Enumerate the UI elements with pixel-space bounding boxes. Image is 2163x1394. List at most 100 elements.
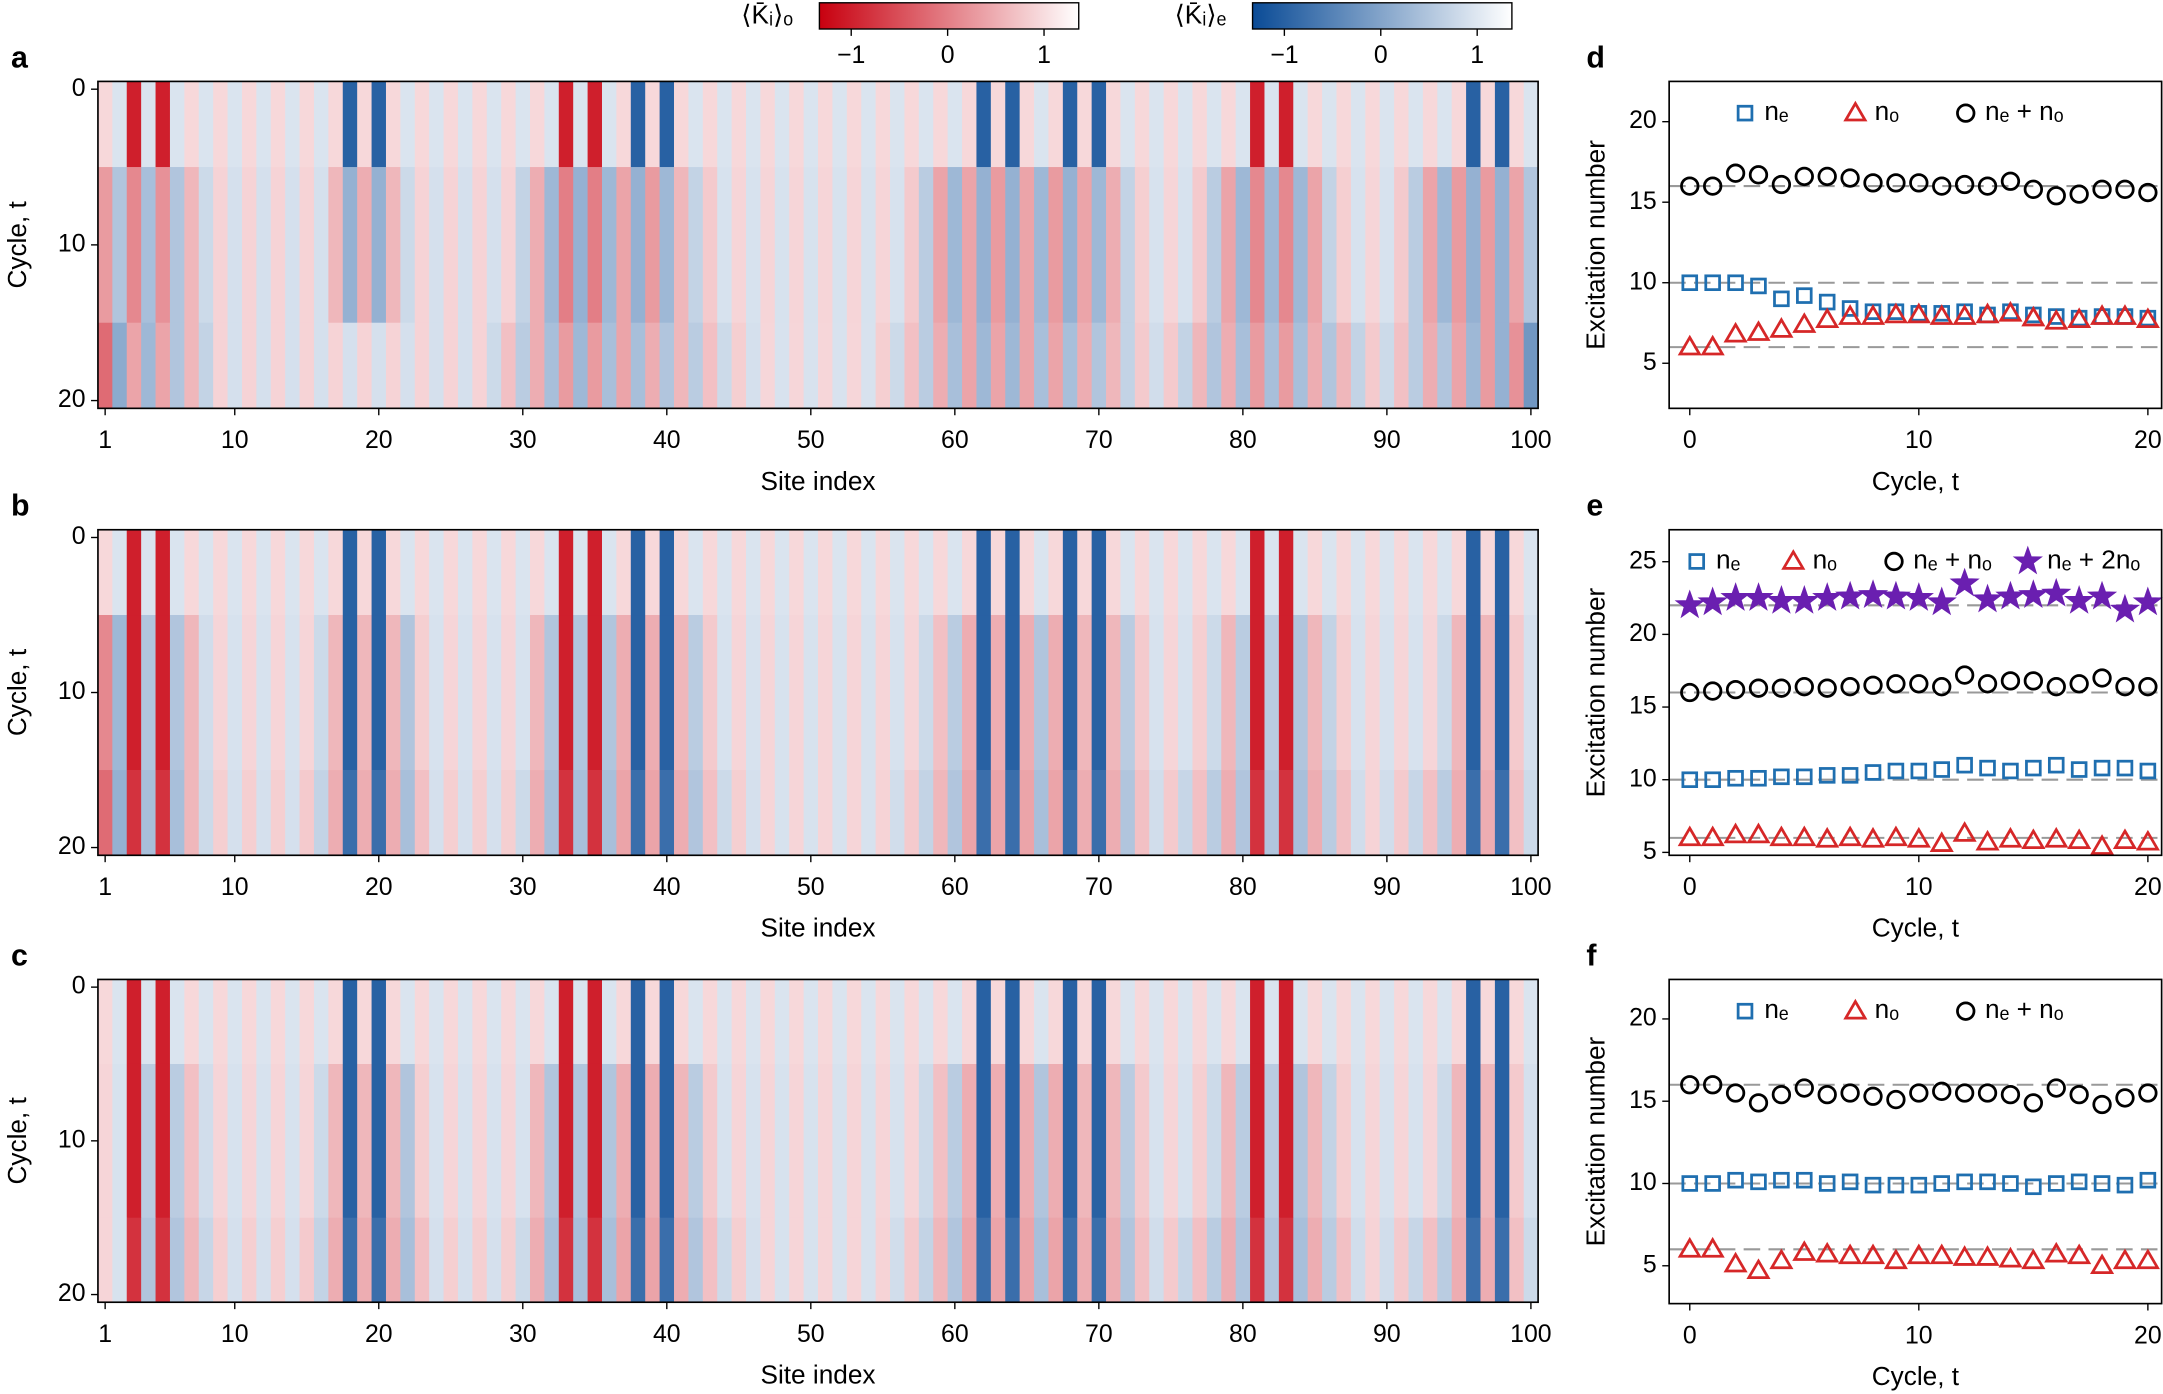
marker-star xyxy=(1972,583,2003,613)
heat-cell xyxy=(1394,979,1409,1065)
heat-cell xyxy=(846,770,862,856)
heat-cell xyxy=(674,615,689,771)
heat-cell xyxy=(1192,322,1208,409)
heat-cell xyxy=(1250,167,1265,324)
heat-cell xyxy=(803,167,819,324)
y-tick-label: 0 xyxy=(72,75,86,102)
heat-cell xyxy=(890,322,905,409)
heat-cell xyxy=(544,81,560,168)
heat-cell xyxy=(587,529,603,616)
heat-cell xyxy=(1163,529,1179,616)
heat-cell xyxy=(1178,167,1193,324)
heat-cell xyxy=(443,615,459,771)
heat-cell xyxy=(457,167,473,324)
heat-cell xyxy=(184,529,200,616)
heat-cell xyxy=(976,615,992,771)
heat-cell xyxy=(1019,529,1035,616)
heat-cell xyxy=(1221,1063,1237,1219)
heat-cell xyxy=(890,770,905,856)
heat-cell xyxy=(674,529,689,616)
heat-cell xyxy=(1293,1217,1309,1303)
marker-triangle xyxy=(1815,826,1840,848)
marker-triangle xyxy=(1723,321,1748,343)
marker-circle xyxy=(1886,674,1906,694)
marker-triangle xyxy=(1883,1248,1908,1270)
heat-cell xyxy=(1466,1063,1481,1219)
heat-cell xyxy=(1322,529,1337,616)
heat-cell xyxy=(1480,529,1496,616)
marker-triangle xyxy=(1769,825,1794,847)
heat-cell xyxy=(1005,979,1021,1065)
heat-cell xyxy=(832,615,848,771)
heat-cell xyxy=(1523,81,1539,168)
heat-cell xyxy=(1250,1217,1265,1303)
y-axis-label: Excitation number xyxy=(1580,1036,1610,1246)
heat-cell xyxy=(1509,770,1525,856)
heat-cell xyxy=(659,167,675,324)
heat-cell xyxy=(774,979,790,1065)
marker-triangle xyxy=(2021,828,2046,850)
heat-cell xyxy=(1451,1217,1467,1303)
heat-cell xyxy=(702,615,718,771)
x-axis-label: Cycle, t xyxy=(1872,913,1960,943)
heat-cell xyxy=(1480,1063,1496,1219)
heat-cell xyxy=(1134,167,1150,324)
heat-cell xyxy=(1307,1063,1323,1219)
heat-cell xyxy=(1451,615,1467,771)
heat-cell xyxy=(1422,979,1438,1065)
marker-circle xyxy=(1909,1083,1929,1103)
heat-cell xyxy=(659,81,675,168)
x-tick-label: 10 xyxy=(1905,427,1933,454)
heat-cell xyxy=(947,979,963,1065)
heat-cell xyxy=(573,529,589,616)
marker-triangle xyxy=(1952,1245,1977,1266)
heat-cell xyxy=(760,81,776,168)
heat-cell xyxy=(587,1063,603,1219)
heat-cell xyxy=(990,81,1006,168)
heat-cell xyxy=(774,322,790,409)
heat-cell xyxy=(1005,1063,1021,1219)
heat-cell xyxy=(688,529,704,616)
marker-square xyxy=(1818,1175,1836,1192)
x-tick-label: 1 xyxy=(98,427,112,454)
marker-circle xyxy=(2138,182,2158,203)
heat-cell xyxy=(429,615,444,771)
heat-cell xyxy=(241,81,257,168)
heat-cell xyxy=(1264,615,1280,771)
heat-cell xyxy=(529,1063,545,1219)
heat-cell xyxy=(1394,770,1409,856)
heat-cell xyxy=(904,1217,920,1303)
heat-cell xyxy=(1278,1217,1294,1303)
heat-cell xyxy=(774,1063,790,1219)
heat-cell xyxy=(875,979,891,1065)
heat-cell xyxy=(1350,81,1366,168)
heat-cell xyxy=(169,615,185,771)
heat-cell xyxy=(270,529,286,616)
heat-cell xyxy=(443,770,459,856)
heat-cell xyxy=(616,979,632,1065)
marker-circle xyxy=(1954,174,1975,195)
marker-square xyxy=(1727,274,1744,292)
heat-cell xyxy=(1350,1063,1366,1219)
marker-square xyxy=(1736,1002,1754,1020)
heat-cell xyxy=(918,770,934,856)
heat-cell xyxy=(1163,979,1179,1065)
marker-square xyxy=(2070,761,2088,778)
marker-triangle xyxy=(1998,300,2023,322)
heat-cell xyxy=(1206,770,1222,856)
heat-cell xyxy=(947,529,963,616)
heat-cell xyxy=(126,322,142,409)
heat-cell xyxy=(1149,979,1165,1065)
heat-cell xyxy=(962,322,977,409)
heat-cell xyxy=(688,1063,704,1219)
heat-cell xyxy=(1034,979,1049,1065)
heat-cell xyxy=(285,979,300,1065)
heat-cell xyxy=(774,1217,790,1303)
heat-cell xyxy=(414,770,430,856)
heat-cell xyxy=(1437,770,1453,856)
heat-cell xyxy=(1293,322,1309,409)
heat-cell xyxy=(1120,81,1136,168)
heat-cell xyxy=(213,770,228,856)
heat-cell xyxy=(198,615,214,771)
marker-square xyxy=(2139,762,2157,780)
